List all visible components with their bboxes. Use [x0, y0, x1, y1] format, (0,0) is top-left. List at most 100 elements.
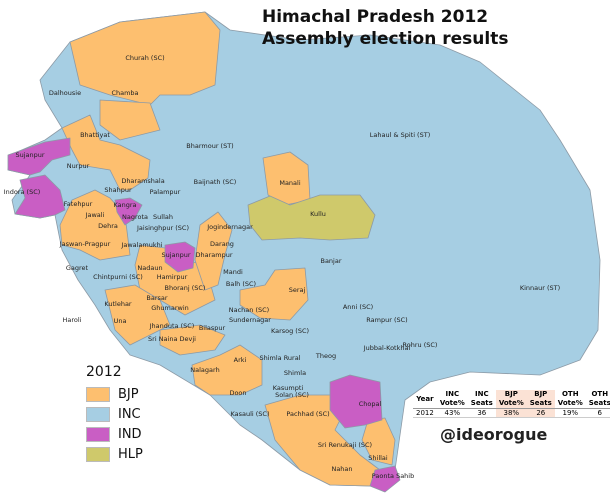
th-text: INC — [445, 390, 460, 398]
region-bjp-churah-chamba — [69, 11, 221, 106]
legend-year: 2012 — [86, 364, 122, 380]
constituency-label: Arki — [234, 356, 247, 364]
td: 6 — [585, 408, 610, 418]
constituency-label: Anni (SC) — [343, 303, 373, 311]
constituency-label: Karsog (SC) — [271, 327, 309, 335]
constituency-label: Banjar — [320, 257, 341, 265]
th-text: Seats — [470, 399, 493, 407]
legend-label: BJP — [118, 386, 139, 402]
constituency-label: Sri Naina Devji — [148, 335, 196, 343]
legend-label: IND — [118, 426, 142, 442]
constituency-label: Rampur (SC) — [366, 316, 407, 324]
region-bjp-bhattiyat-shahpur — [61, 114, 151, 191]
th-year: Year — [413, 390, 437, 409]
constituency-label: Sujanpur — [161, 251, 190, 259]
constituency-label: Jogindernagar — [206, 223, 253, 231]
constituency-label: Chopal — [359, 400, 382, 408]
td: 43% — [436, 408, 468, 418]
constituency-label: Dehra — [98, 222, 118, 230]
constituency-label: Gagret — [66, 264, 89, 272]
author-handle: @ideorogue — [440, 425, 548, 444]
constituency-label: Churah (SC) — [125, 54, 164, 62]
constituency-label: Dharamshala — [121, 177, 164, 185]
legend-item-hlp: HLP — [86, 444, 143, 464]
constituency-label: Shillai — [368, 454, 388, 462]
th-text: Seats — [529, 399, 552, 407]
region-ind-chopal — [329, 374, 383, 429]
constituency-label: Jhanduta (SC) — [149, 322, 195, 330]
constituency-label: Bilaspur — [199, 324, 226, 332]
constituency-label: Nachan (SC) — [229, 306, 269, 314]
constituency-label: Kangra — [113, 201, 136, 209]
constituency-label: Baijnath (SC) — [194, 178, 237, 186]
constituency-label: Barsar — [146, 294, 167, 302]
constituency-label: Mandi — [223, 268, 243, 276]
constituency-label: Manali — [279, 179, 301, 187]
region-bjp-jhanduta — [159, 324, 226, 356]
th: OTH Vote% — [555, 390, 586, 409]
constituency-label: Indora (SC) — [4, 188, 41, 196]
legend-item-bjp: BJP — [86, 384, 143, 404]
summary-table: Year INC Vote% INC Seats BJP Vote% BJP Seats… — [413, 390, 610, 418]
map-title: Himachal Pradesh 2012 Assembly election … — [262, 6, 508, 50]
constituency-label: Kinnaur (ST) — [520, 284, 560, 292]
th-text: BJP — [534, 390, 548, 398]
th: BJP Seats — [526, 390, 555, 409]
constituency-label: Ghumarwin — [151, 304, 189, 312]
constituency-label: Fatehpur — [64, 200, 93, 208]
constituency-label: Nadaun — [137, 264, 162, 272]
constituency-label: Nurpur — [67, 162, 90, 170]
th-text: BJP — [504, 390, 518, 398]
constituency-label: Nalagarh — [190, 366, 219, 374]
region-hlp-kullu — [247, 194, 376, 241]
th: INC Seats — [468, 390, 496, 409]
region-bjp-dharampur-jogindernagar — [194, 211, 233, 291]
constituency-label: Jawalamukhi — [120, 241, 162, 249]
constituency-label: Dalhousie — [49, 89, 81, 97]
region-ind-kangra — [114, 197, 143, 226]
constituency-label: Jubbal-Kotkhai — [363, 344, 411, 352]
legend-item-inc: INC — [86, 404, 143, 424]
td: 26 — [526, 408, 555, 418]
th-text: OTH — [561, 390, 579, 398]
legend-swatch — [86, 446, 110, 462]
constituency-label: Doon — [229, 389, 246, 397]
constituency-label: Sullah — [153, 213, 173, 221]
constituency-label: Dharampur — [195, 251, 232, 259]
constituency-label: Kutlehar — [104, 300, 132, 308]
td: 38% — [495, 408, 527, 418]
constituency-label: Kasauli (SC) — [230, 410, 269, 418]
th: BJP Vote% — [495, 390, 527, 409]
legend: 2012 BJP INC IND HLP — [86, 364, 143, 464]
legend-swatch — [86, 406, 110, 422]
region-bjp-dehra — [59, 189, 131, 261]
th-text: INC — [474, 390, 489, 398]
th-text: Vote% — [557, 399, 583, 407]
constituency-label: Bharmour (ST) — [186, 142, 233, 150]
legend-swatch — [86, 386, 110, 402]
th-text: Year — [416, 394, 434, 403]
th-text: Vote% — [498, 399, 524, 407]
region-bjp-chamba — [99, 99, 161, 141]
region-ind-indora — [14, 174, 66, 219]
constituency-label: Nahan — [331, 465, 352, 473]
constituency-label: Pachhad (SC) — [286, 410, 329, 418]
td: 19% — [554, 408, 586, 418]
constituency-label: Lahaul & Spiti (ST) — [370, 131, 430, 139]
constituency-label: Bhattiyat — [80, 131, 110, 139]
region-ind-sujanpur-west — [7, 137, 71, 176]
constituency-label: Chintpurni (SC) — [93, 273, 143, 281]
title-line-1: Himachal Pradesh 2012 — [262, 7, 489, 27]
constituency-label: Shimla Rural — [259, 354, 300, 362]
constituency-label: Rohru (SC) — [403, 341, 438, 349]
region-bjp-arki-nalagarh — [191, 344, 263, 396]
constituency-label: Jaisinghpur (SC) — [136, 224, 189, 232]
constituency-label: Palampur — [150, 188, 181, 196]
legend-swatch — [86, 426, 110, 442]
constituency-label: Nagrota — [122, 213, 148, 221]
constituency-label: Solan (SC) — [275, 391, 309, 399]
constituency-label: Seraj — [289, 286, 306, 294]
constituency-label: Jawali — [85, 211, 105, 219]
